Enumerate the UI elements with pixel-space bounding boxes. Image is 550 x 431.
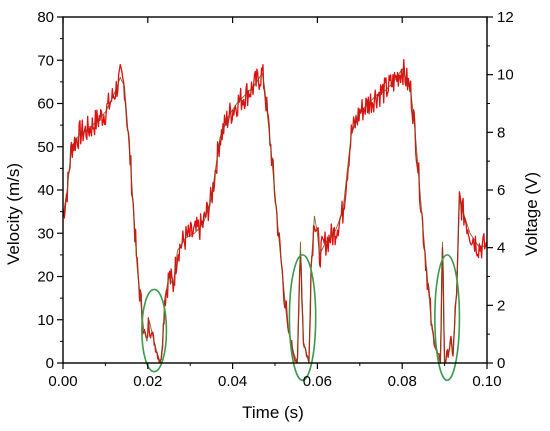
x-tick-label: 0.06: [303, 373, 332, 390]
y-tick-label: 70: [37, 52, 54, 69]
annotation-ellipse-2: [288, 254, 317, 382]
x-tick-label: 0.00: [48, 373, 77, 390]
y2-axis-title: Voltage (V): [522, 172, 541, 256]
y-tick-label: 0: [46, 355, 54, 372]
y-tick-label: 50: [37, 139, 54, 156]
y2-tick-label: 6: [497, 182, 505, 199]
y2-tick-label: 4: [497, 240, 505, 257]
y-tick-label: 80: [37, 9, 54, 26]
x-axis-title: Time (s): [242, 403, 304, 422]
y-tick-label: 60: [37, 96, 54, 113]
y2-tick-label: 2: [497, 297, 505, 314]
y2-tick-label: 12: [497, 9, 514, 26]
x-tick-label: 0.04: [218, 373, 247, 390]
x-tick-label: 0.08: [388, 373, 417, 390]
y-tick-label: 10: [37, 312, 54, 329]
y-tick-label: 40: [37, 182, 54, 199]
y-tick-label: 20: [37, 269, 54, 286]
x-tick-label: 0.10: [472, 373, 501, 390]
y2-tick-label: 8: [497, 124, 505, 141]
y-tick-label: 30: [37, 225, 54, 242]
annotation-circles: [141, 254, 461, 382]
y2-tick-label: 10: [497, 67, 514, 84]
annotation-ellipse-3: [434, 254, 461, 382]
y-axis-title: Velocity (m/s): [4, 163, 23, 265]
y2-tick-label: 0: [497, 355, 505, 372]
x-tick-label: 0.02: [133, 373, 162, 390]
axis-ticks: 0.00 0.02 0.04 0.06 0.08 0.100102030405060708…: [37, 9, 513, 390]
annotation-ellipse-1: [141, 288, 168, 373]
